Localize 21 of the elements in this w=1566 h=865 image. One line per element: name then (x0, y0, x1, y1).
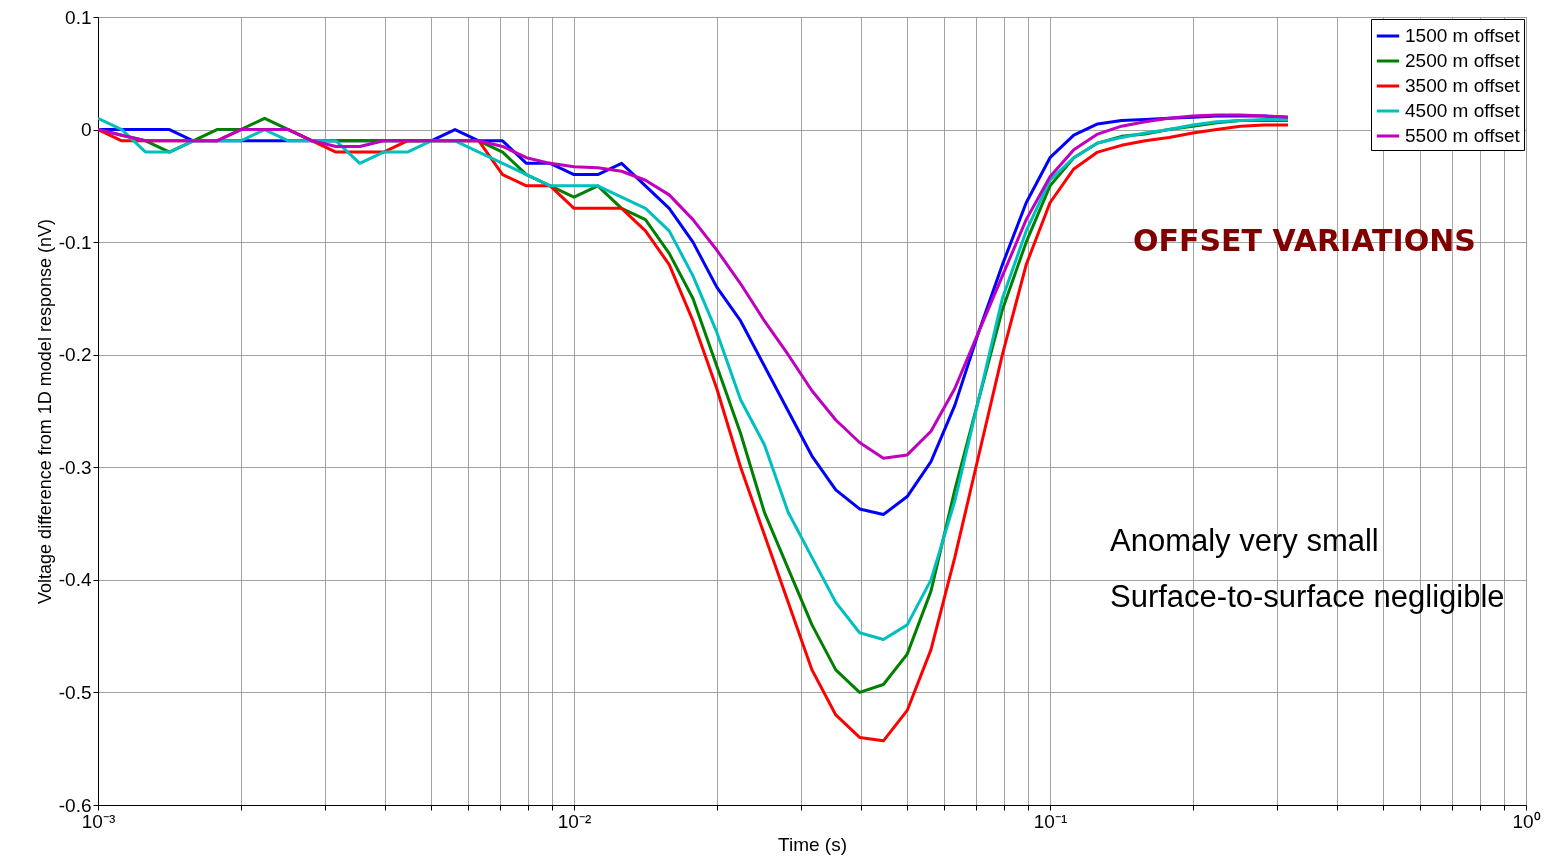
y-tick-label: -0.2 (58, 344, 92, 366)
x-tick-label: 10⁻² (557, 810, 592, 832)
legend-label: 3500 m offset (1405, 75, 1521, 96)
y-tick-label: -0.3 (58, 456, 92, 478)
y-tick-label: -0.6 (58, 794, 92, 816)
annotation: OFFSET VARIATIONS (1133, 223, 1476, 258)
legend-label: 4500 m offset (1405, 100, 1521, 121)
y-tick-label: -0.5 (58, 681, 92, 703)
y-axis-title: Voltage difference from 1D model response (nV) (34, 219, 55, 604)
annotation: Anomaly very small (1110, 523, 1379, 558)
legend-label: 5500 m offset (1405, 125, 1521, 146)
y-tick-label: 0 (80, 119, 92, 141)
y-tick-label: 0.1 (65, 6, 92, 28)
x-axis-title: Time (s) (778, 833, 847, 855)
y-tick-label: -0.4 (58, 569, 92, 591)
x-tick-label: 10⁰ (1512, 810, 1541, 832)
y-tick-label: -0.1 (58, 231, 92, 253)
legend-label: 1500 m offset (1405, 25, 1521, 46)
x-tick-label: 10⁻¹ (1033, 810, 1068, 832)
legend-label: 2500 m offset (1405, 50, 1521, 71)
annotation: Surface-to-surface negligible (1110, 579, 1505, 614)
